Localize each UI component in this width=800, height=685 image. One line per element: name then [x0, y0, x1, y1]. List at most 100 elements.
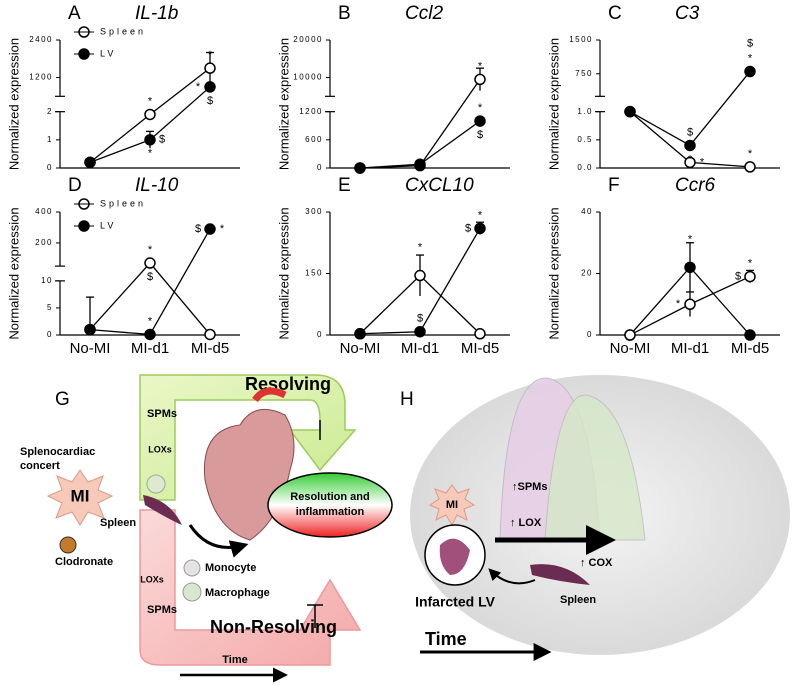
- legend-label: LV: [100, 48, 116, 58]
- spms-label: SPMs: [147, 604, 177, 616]
- chart: 0 20 40 F Ccr6 Normalized expression No-MI MI-d…: [546, 175, 780, 357]
- data-point: [474, 222, 486, 235]
- chart-title: Ccr6: [675, 175, 716, 196]
- data-point: [684, 298, 696, 310]
- panel-h: H ↑SPMs ↑ LOX MI Infarcted LV ↑ COX Sple…: [400, 375, 790, 661]
- annotation: *: [478, 102, 483, 114]
- y-tick-label: 0: [47, 330, 53, 339]
- y-tick-label: 0.0: [577, 163, 593, 172]
- macrophage-label: Macrophage: [205, 587, 270, 599]
- y-axis-label: Normalized expression: [6, 207, 21, 339]
- y-tick-label: 0: [587, 330, 593, 339]
- non-resolving-label: Non-Resolving: [210, 617, 337, 637]
- y-tick-label: 10000: [293, 73, 323, 82]
- y-tick-label: 600: [305, 135, 323, 144]
- x-tick-label: MI-d5: [461, 340, 499, 357]
- data-point: [474, 115, 486, 127]
- time-label: Time: [222, 654, 247, 666]
- non-resolving-arrow: [139, 509, 362, 666]
- lox-curve: [544, 394, 646, 541]
- resolution-node: [267, 472, 393, 538]
- data-point: [624, 105, 636, 118]
- y-axis-label: Normalized expression: [546, 207, 561, 339]
- data-point: [414, 269, 426, 282]
- x-tick-label: MI-d5: [191, 340, 229, 357]
- y-tick-label: 40: [581, 207, 593, 216]
- time-label: Time: [425, 629, 467, 649]
- y-tick-label: 0: [317, 163, 323, 172]
- clodronate-label: Clodronate: [55, 556, 113, 568]
- y-tick-label: 20: [581, 269, 593, 278]
- data-point: [744, 65, 756, 78]
- lv-infarct: [439, 538, 470, 575]
- annotation: $: [735, 270, 741, 282]
- mi-star: [46, 469, 114, 526]
- y-tick-label: 400: [35, 207, 53, 216]
- chart-title: Ccl2: [405, 3, 443, 24]
- annotation: *: [148, 95, 153, 107]
- heart-vessel: [252, 387, 287, 403]
- y-tick-label: 1: [47, 135, 53, 144]
- x-tick-label: No-MI: [70, 340, 111, 357]
- x-tick-label: MI-d1: [131, 340, 169, 357]
- data-point: [144, 328, 156, 341]
- annotation: *: [208, 49, 213, 61]
- annotation: *: [748, 148, 753, 160]
- y-tick-label: 10: [41, 276, 53, 285]
- y-tick-label: 5: [47, 303, 53, 312]
- chart-title: CxCL10: [405, 175, 474, 196]
- clodronate-icon: [59, 536, 77, 554]
- mi-label: MI: [446, 499, 458, 511]
- y-tick-label: 750: [575, 69, 593, 78]
- mi-label: MI: [71, 486, 90, 505]
- y-tick-label: 1200: [299, 107, 323, 116]
- spleen-label: Spleen: [100, 517, 136, 529]
- panel-letter: E: [338, 175, 351, 196]
- macrophage-icon: [182, 582, 202, 602]
- annotation: *: [748, 52, 753, 64]
- data-point: [84, 156, 96, 169]
- data-point: [204, 81, 216, 93]
- x-tick-label: MI-d5: [731, 340, 769, 357]
- y-tick-label: 1200: [29, 73, 53, 82]
- annotation: $: [417, 313, 423, 325]
- monocyte-icon: [183, 559, 201, 577]
- annotation: $: [159, 134, 165, 146]
- spleen-icon: [530, 564, 590, 585]
- cox-label: ↑ COX: [580, 557, 613, 569]
- concert-label: Splenocardiac: [20, 446, 95, 458]
- x-tick-label: No-MI: [340, 340, 381, 357]
- annotation: *: [148, 244, 153, 256]
- y-tick-label: 0.5: [577, 135, 593, 144]
- y-axis-label: Normalized expression: [546, 38, 561, 170]
- cell-icon: [146, 474, 166, 494]
- y-tick-label: 300: [305, 207, 323, 216]
- data-point: [354, 162, 366, 174]
- annotation: $: [747, 37, 753, 49]
- chart-title: C3: [675, 3, 700, 24]
- annotation: *: [478, 209, 483, 221]
- panel-letter: A: [68, 3, 81, 24]
- data-point: [144, 134, 156, 146]
- panel-letter: H: [400, 389, 414, 410]
- data-point: [204, 62, 216, 74]
- legend-label: Spleen: [100, 198, 146, 208]
- x-tick-label: MI-d1: [401, 340, 439, 357]
- annotation: $: [195, 223, 201, 235]
- y-tick-label: 0: [317, 330, 323, 339]
- data-point: [84, 323, 96, 336]
- panel-letter: F: [608, 175, 620, 196]
- loxs-label: LOXs: [148, 444, 172, 454]
- y-tick-label: 1500: [569, 35, 593, 44]
- data-point: [684, 139, 696, 152]
- data-point: [624, 329, 636, 341]
- spleen-arrow: [488, 568, 536, 585]
- y-tick-label: 1.0: [577, 107, 593, 116]
- panel-letter: C: [608, 3, 622, 24]
- data-point: [144, 108, 156, 121]
- y-axis-label: Normalized expression: [276, 38, 291, 170]
- y-tick-label: 20000: [293, 35, 323, 44]
- data-point: [744, 161, 756, 173]
- resolving-label: Resolving: [245, 374, 331, 394]
